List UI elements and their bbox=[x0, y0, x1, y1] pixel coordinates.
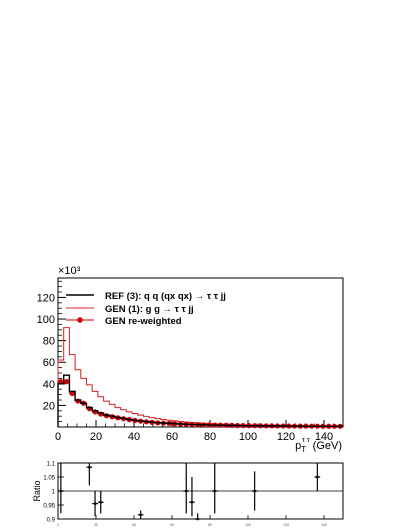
x-tick-label: 40 bbox=[128, 431, 140, 443]
y-tick-label: 20 bbox=[43, 400, 55, 412]
ratio-x-tick-label: 140 bbox=[321, 523, 327, 527]
ratio-point-marker bbox=[213, 489, 217, 493]
x-axis-label-sub: T bbox=[301, 445, 306, 454]
ratio-plot-panel: 0.9 0.95 1 1.05 1.1 0 20 40 60 80 100 120 140 Ratio bbox=[32, 462, 344, 528]
ratio-point bbox=[92, 491, 98, 517]
ratio-point bbox=[251, 471, 258, 511]
ratio-point-marker bbox=[88, 465, 91, 469]
x-tick-label: 20 bbox=[90, 431, 102, 443]
ratio-point bbox=[97, 491, 104, 514]
ratio-y-tick-label: 1.1 bbox=[47, 462, 56, 468]
main-axis-ticks: 20 40 60 80 100 120 0 20 40 60 80 100 120 140 bbox=[37, 280, 334, 443]
ratio-point-marker bbox=[59, 489, 63, 493]
ratio-y-tick-label: 1 bbox=[52, 490, 56, 496]
legend-label: GEN (1): g g → τ τ jj bbox=[105, 304, 194, 315]
x-axis-label-unit: (GeV) bbox=[313, 440, 342, 452]
ratio-x-tick-label: 0 bbox=[57, 523, 59, 527]
x-axis-label: pTτ τ (GeV) bbox=[295, 437, 342, 454]
ratio-point-marker bbox=[253, 489, 256, 493]
x-tick-label: 60 bbox=[166, 431, 178, 443]
ratio-point-marker bbox=[196, 517, 199, 521]
reweighted-marker bbox=[92, 409, 98, 415]
legend-label: GEN re-weighted bbox=[105, 316, 182, 327]
ratio-point bbox=[194, 513, 201, 521]
y-tick-label: 100 bbox=[37, 314, 55, 326]
axis-multiplier: ×10³ bbox=[58, 265, 81, 277]
ratio-x-tick-label: 80 bbox=[208, 523, 212, 527]
x-tick-label: 0 bbox=[55, 431, 61, 443]
x-tick-label: 100 bbox=[239, 431, 257, 443]
ratio-point bbox=[183, 463, 190, 514]
ratio-point-marker bbox=[93, 502, 97, 505]
x-tick-label: 120 bbox=[277, 431, 295, 443]
ratio-y-axis-label: Ratio bbox=[32, 480, 42, 501]
ratio-point-marker bbox=[316, 475, 319, 479]
ratio-y-tick-label: 0.9 bbox=[47, 518, 56, 524]
ratio-x-tick-label: 20 bbox=[94, 523, 98, 527]
reweighted-marker bbox=[58, 379, 64, 385]
y-tick-label: 40 bbox=[43, 379, 55, 391]
legend-label: REF (3): q q (qx qx) → τ τ jj bbox=[105, 291, 226, 302]
series-gen-reweighted-line bbox=[57, 381, 343, 427]
ratio-x-tick-label: 120 bbox=[283, 523, 289, 527]
ratio-points-group bbox=[58, 463, 321, 521]
y-tick-label: 80 bbox=[43, 336, 55, 348]
ratio-point bbox=[86, 463, 93, 486]
series-gen-reweighted bbox=[57, 379, 343, 429]
ratio-x-tick-label: 40 bbox=[132, 523, 136, 527]
x-axis-label-base: p bbox=[295, 440, 301, 452]
ratio-point-marker bbox=[190, 500, 194, 504]
ratio-point bbox=[58, 463, 64, 514]
y-tick-label: 60 bbox=[43, 357, 55, 369]
reweighted-marker bbox=[75, 398, 81, 404]
reweighted-marker bbox=[63, 379, 70, 385]
ratio-x-tick-label: 60 bbox=[170, 523, 174, 527]
reweighted-marker bbox=[98, 411, 104, 417]
ratio-point-marker bbox=[99, 500, 103, 504]
ratio-axis-ticks: 0.9 0.95 1 1.05 1.1 0 20 40 60 80 100 120 140 bbox=[43, 462, 327, 528]
ratio-point bbox=[189, 477, 195, 517]
main-series-group bbox=[57, 327, 343, 429]
ratio-x-tick-label: 100 bbox=[245, 523, 251, 527]
legend-marker bbox=[77, 317, 83, 323]
x-tick-label: 80 bbox=[204, 431, 216, 443]
reweighted-marker bbox=[69, 390, 75, 397]
ratio-point bbox=[211, 463, 218, 514]
series-ref-histogram bbox=[57, 374, 343, 428]
ratio-point-marker bbox=[139, 513, 142, 517]
ratio-point bbox=[314, 463, 321, 491]
ratio-y-tick-label: 1.05 bbox=[43, 476, 55, 482]
reweighted-marker bbox=[86, 406, 92, 412]
ratio-point-marker bbox=[184, 489, 188, 493]
ratio-point bbox=[137, 510, 144, 519]
x-tick-label: 140 bbox=[315, 431, 333, 443]
ratio-y-tick-label: 0.95 bbox=[43, 504, 55, 510]
y-tick-label: 120 bbox=[37, 292, 55, 304]
x-axis-label-sup: τ τ bbox=[302, 437, 310, 444]
legend: REF (3): q q (qx qx) → τ τ jj GEN (1): g … bbox=[66, 291, 226, 327]
main-plot-panel: 20 40 60 80 100 120 0 20 40 60 80 100 120 140 REF (3)… bbox=[37, 265, 344, 454]
